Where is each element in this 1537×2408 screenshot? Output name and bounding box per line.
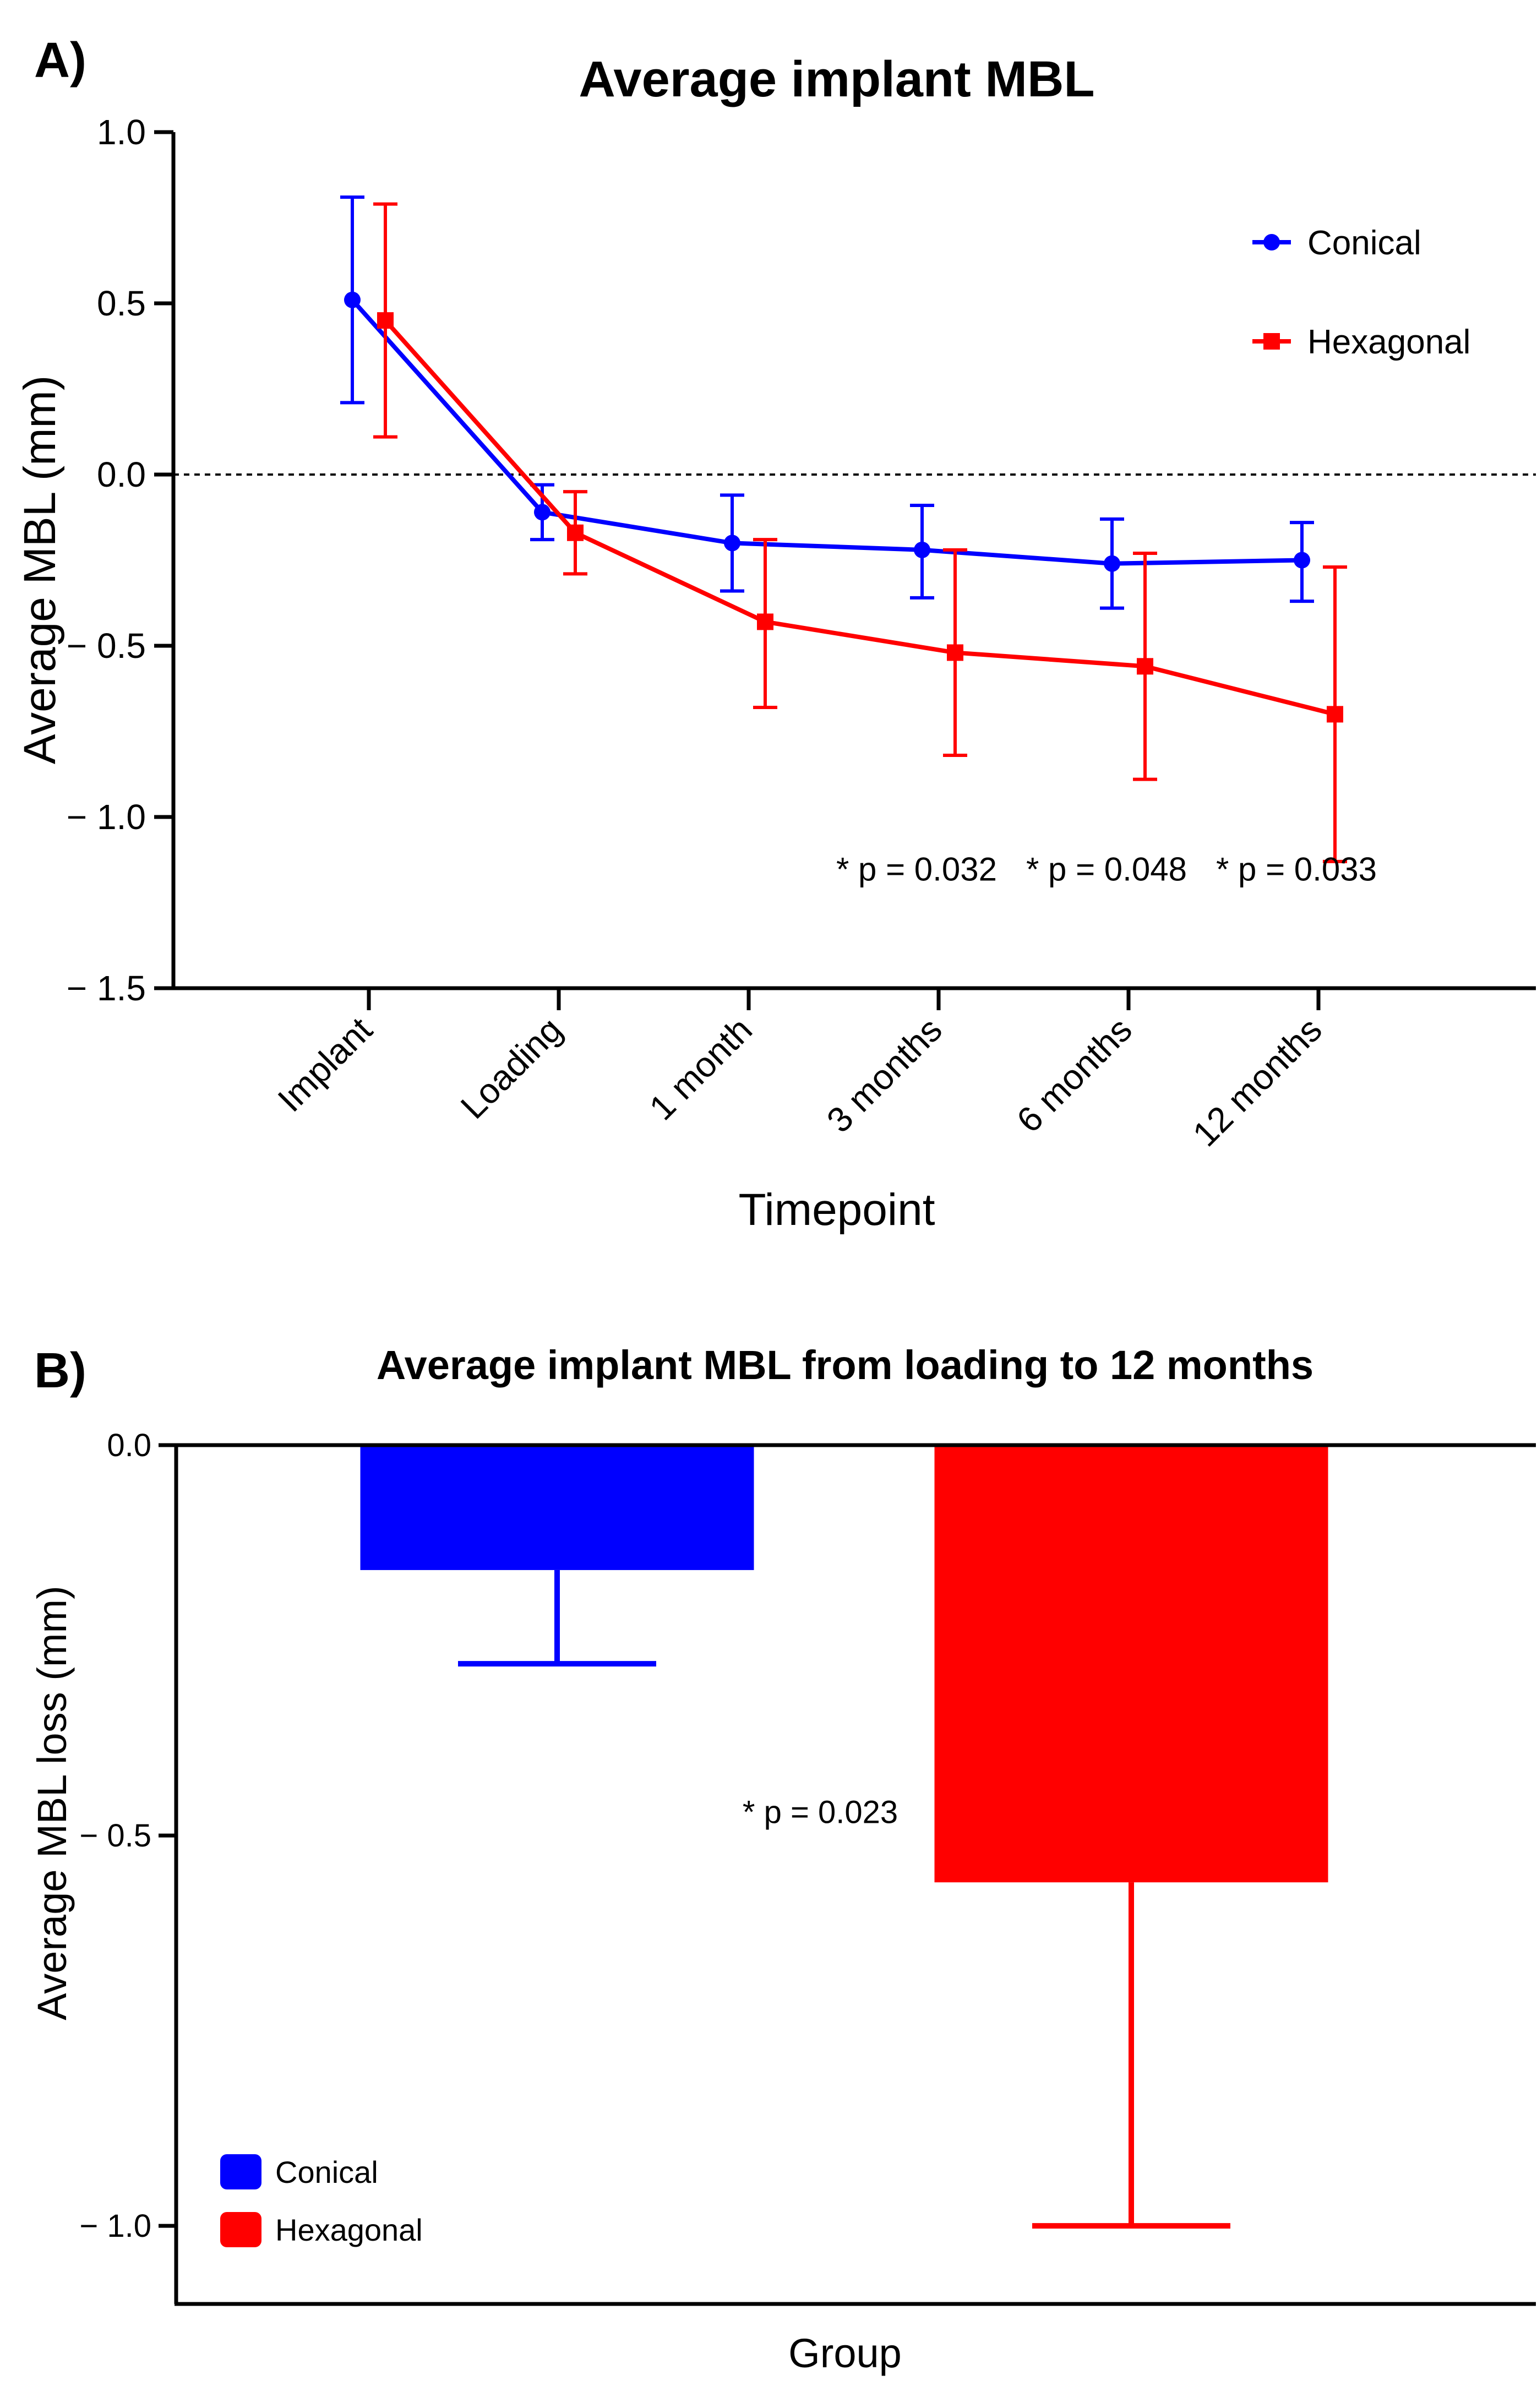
point-hexagonal-1-month	[757, 613, 773, 630]
point-conical-implant	[344, 291, 361, 308]
legend-swatch-conical	[220, 2154, 261, 2189]
point-hexagonal-loading	[567, 524, 584, 541]
series-hexagonal	[373, 202, 1347, 863]
panel-a-y-tick-label: 0.5	[97, 284, 146, 323]
panel-b-y-axis-label: Average MBL loss (mm)	[29, 1586, 75, 2020]
panel-a-title: Average implant MBL	[579, 51, 1094, 107]
panel-a-y-tick-label: − 0.5	[67, 626, 146, 666]
point-conical-12-months	[1294, 552, 1310, 569]
legend-swatch-hexagonal	[220, 2212, 261, 2247]
panel-b-legend: Conical Hexagonal	[220, 2154, 423, 2247]
point-hexagonal-implant	[377, 312, 394, 329]
panel-b-bars	[360, 1445, 1328, 2229]
panel-a-x-tick-label: Implant	[270, 1010, 380, 1119]
panel-a-x-tick-label: 3 months	[819, 1010, 950, 1140]
panel-a-axes	[171, 132, 1536, 990]
legend-entry-conical: Conical	[220, 2154, 378, 2189]
panel-a-x-tick-label: Loading	[453, 1010, 570, 1126]
panel-a-p-value-annotation: * p = 0.032	[836, 851, 997, 887]
panel-b-annotations: * p = 0.023	[743, 1795, 898, 1830]
panel-a-x-tick-label: 6 months	[1009, 1010, 1140, 1140]
panel-a-y-tick-label: 1.0	[97, 112, 146, 152]
legend-label-hexagonal: Hexagonal	[1307, 323, 1470, 361]
panel-a-p-value-annotation: * p = 0.048	[1026, 851, 1187, 887]
bar-group-conical	[360, 1445, 754, 1667]
panel-a-legend: Conical Hexagonal	[1252, 224, 1470, 361]
panel-b-letter: B)	[34, 1343, 86, 1398]
bar-hexagonal	[934, 1445, 1328, 1883]
panel-a-letter: A)	[34, 33, 86, 88]
legend-marker-conical	[1263, 234, 1280, 250]
panel-a-series	[340, 195, 1347, 863]
panel-a-y-ticks: 1.0 0.5 0.0 − 0.5 − 1.0 − 1.5	[67, 112, 173, 1008]
panel-a-y-tick-label: − 1.0	[67, 797, 146, 837]
legend-entry-hexagonal: Hexagonal	[220, 2212, 423, 2247]
panel-b-bar-chart: B) Average implant MBL from loading to 1…	[29, 1342, 1536, 2376]
panel-a-x-ticks: Implant Loading 1 month 3 months 6 months 12 …	[270, 988, 1329, 1154]
legend-entry-conical: Conical	[1252, 224, 1421, 262]
legend-marker-hexagonal	[1263, 333, 1280, 350]
panel-b-title: Average implant MBL from loading to 12 m…	[377, 1342, 1313, 1388]
panel-a-p-value-annotation: * p = 0.033	[1216, 851, 1377, 887]
panel-a-y-tick-label: − 1.5	[67, 968, 146, 1008]
panel-a-annotations: * p = 0.032 * p = 0.048 * p = 0.033	[836, 851, 1377, 887]
bar-group-hexagonal	[934, 1445, 1328, 2229]
bar-conical	[360, 1445, 754, 1570]
series-conical	[340, 195, 1314, 610]
panel-a-x-tick-label: 12 months	[1185, 1010, 1329, 1154]
point-conical-3-months	[914, 541, 930, 558]
panel-b-y-ticks: 0.0 − 0.5 − 1.0	[79, 1428, 176, 2244]
panel-b-y-tick-label: 0.0	[107, 1428, 151, 1463]
panel-b-x-axis-label: Group	[788, 2330, 902, 2376]
point-hexagonal-12-months	[1327, 706, 1343, 723]
panel-b-axes	[174, 1443, 1536, 2306]
legend-label-conical: Conical	[275, 2155, 378, 2189]
point-conical-6-months	[1104, 555, 1120, 572]
legend-label-hexagonal: Hexagonal	[275, 2213, 423, 2247]
panel-b-y-tick-label: − 1.0	[79, 2208, 151, 2244]
panel-a-line-chart: A) Average implant MBL Average MBL (mm) …	[15, 33, 1536, 1235]
panel-b-y-tick-label: − 0.5	[79, 1818, 151, 1854]
panel-a-y-axis-label: Average MBL (mm)	[15, 375, 65, 764]
point-conical-loading	[534, 504, 551, 521]
legend-entry-hexagonal: Hexagonal	[1252, 323, 1470, 361]
panel-a-x-tick-label: 1 month	[641, 1010, 759, 1127]
series-conical-line	[351, 298, 1302, 566]
point-hexagonal-3-months	[947, 644, 963, 661]
panel-a-x-axis-label: Timepoint	[739, 1185, 935, 1235]
legend-label-conical: Conical	[1307, 224, 1421, 262]
panel-a-y-tick-label: 0.0	[97, 455, 146, 494]
series-hexagonal-line	[384, 319, 1336, 717]
point-conical-1-month	[724, 535, 740, 552]
point-hexagonal-6-months	[1137, 658, 1153, 675]
panel-b-p-value-annotation: * p = 0.023	[743, 1795, 898, 1830]
